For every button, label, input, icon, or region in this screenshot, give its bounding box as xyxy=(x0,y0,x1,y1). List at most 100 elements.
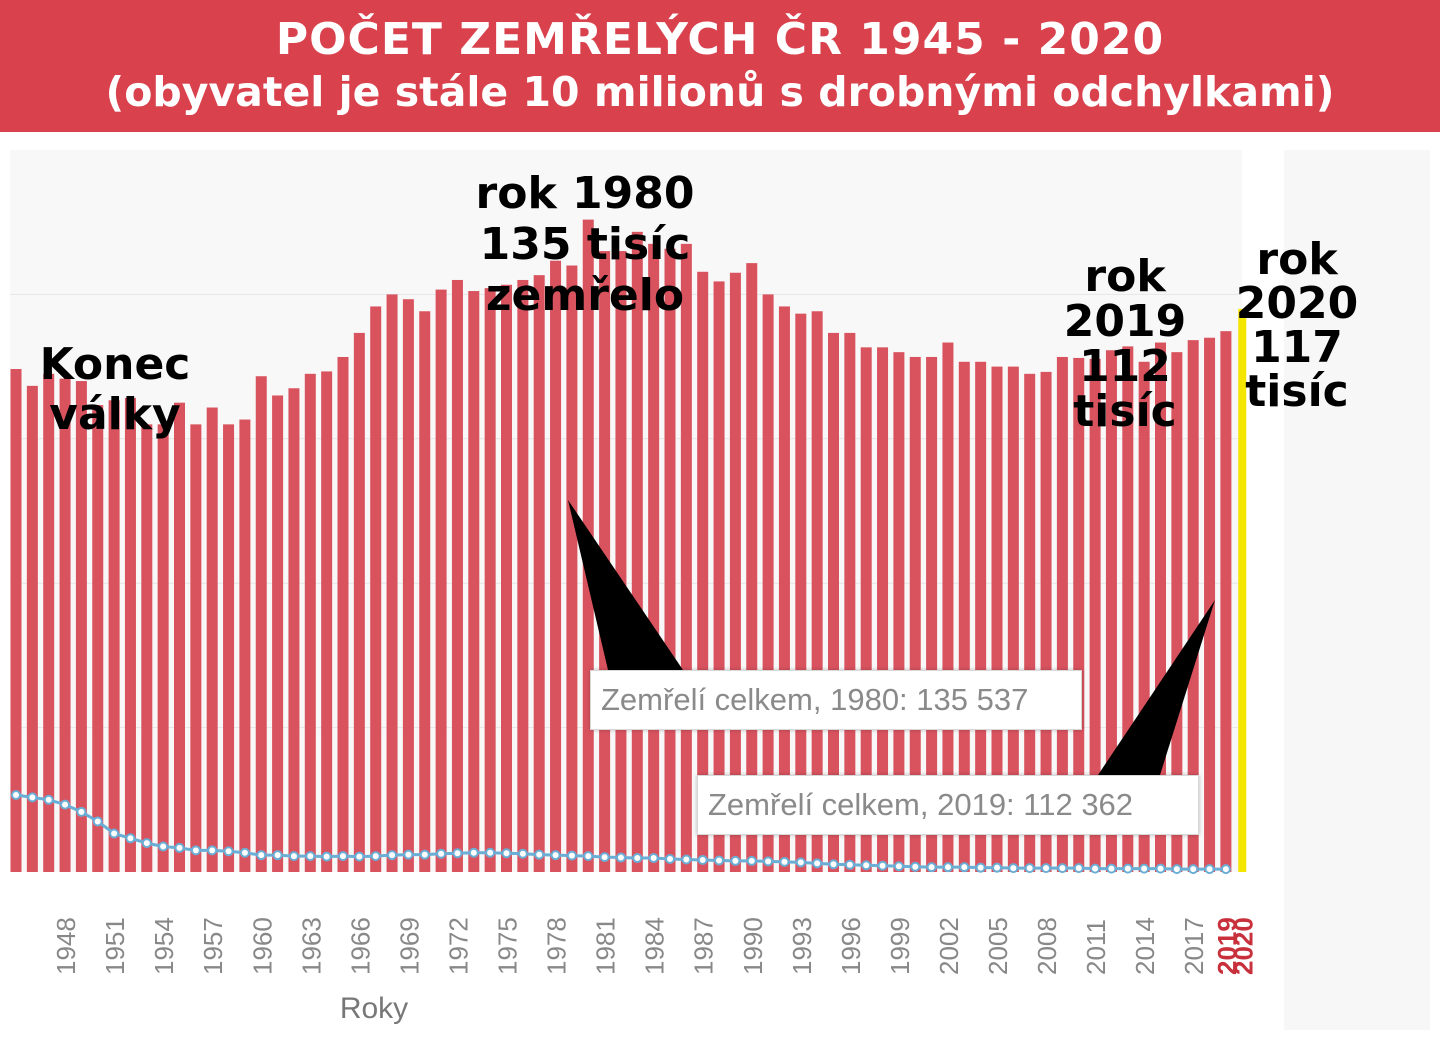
line-point xyxy=(1204,864,1215,875)
line-point xyxy=(861,860,872,871)
line-point xyxy=(632,853,643,864)
bar xyxy=(321,371,333,872)
x-tick-label: 2014 xyxy=(1130,917,1160,975)
line-point xyxy=(1008,863,1019,874)
x-tick-label: 1951 xyxy=(100,917,130,975)
line-point xyxy=(730,855,741,866)
bar xyxy=(370,306,382,872)
bar xyxy=(92,405,104,872)
line-point xyxy=(501,848,512,859)
line-point xyxy=(1155,863,1166,874)
annotation-line: 112 xyxy=(1079,341,1171,392)
tooltip-1980: Zemřelí celkem, 1980: 135 537 xyxy=(590,670,1082,730)
x-tick-label-highlight: 2020 xyxy=(1228,917,1258,975)
line-point xyxy=(272,850,283,861)
line-point xyxy=(223,846,234,857)
bar xyxy=(713,281,725,872)
line-point xyxy=(599,852,610,863)
bar xyxy=(762,294,774,872)
bar xyxy=(991,366,1003,872)
tooltip-2019: Zemřelí celkem, 2019: 112 362 xyxy=(697,775,1199,835)
bar xyxy=(550,260,562,872)
line-point xyxy=(812,858,823,869)
line-point xyxy=(975,862,986,873)
line-point xyxy=(27,792,38,803)
bar xyxy=(664,248,676,872)
pointer-2019 xyxy=(1098,600,1215,775)
line-point xyxy=(256,850,267,861)
bar xyxy=(26,385,38,872)
line-point xyxy=(387,850,398,861)
bar xyxy=(697,271,709,872)
x-tick-label: 1990 xyxy=(738,917,768,975)
bar xyxy=(909,356,921,872)
bar xyxy=(353,332,365,872)
x-tick-label: 1969 xyxy=(394,917,424,975)
line-point xyxy=(779,856,790,867)
line-point xyxy=(893,861,904,872)
bar xyxy=(1056,356,1068,872)
x-tick-label: 1993 xyxy=(787,917,817,975)
bar xyxy=(1171,352,1183,872)
line-point xyxy=(926,862,937,873)
bar xyxy=(468,291,480,873)
line-point xyxy=(288,851,299,862)
x-tick-label: 2011 xyxy=(1081,919,1111,975)
bar xyxy=(877,347,889,872)
line-point xyxy=(746,855,757,866)
line-point xyxy=(681,854,692,865)
bar xyxy=(272,395,284,872)
line-point xyxy=(1220,864,1231,875)
line-point xyxy=(1188,864,1199,875)
bar xyxy=(926,356,938,872)
line-point xyxy=(1106,863,1117,874)
bar xyxy=(304,373,316,872)
bar xyxy=(10,369,22,872)
annotation-line: války xyxy=(49,389,181,440)
bar xyxy=(860,347,872,872)
x-tick-label-highlight: 2019 xyxy=(1212,917,1242,975)
x-tick-label: 1963 xyxy=(296,917,326,975)
annotation-line: 2019 xyxy=(1063,296,1187,347)
line-point xyxy=(354,851,365,862)
x-tick-label: 1960 xyxy=(247,917,277,975)
line-point xyxy=(648,853,659,864)
line-point xyxy=(125,833,136,844)
line-point xyxy=(1041,863,1052,874)
line-point xyxy=(11,789,21,800)
bar xyxy=(108,400,120,872)
line-point xyxy=(158,841,169,852)
bar xyxy=(1204,337,1216,873)
pointer-1980 xyxy=(568,500,683,670)
bar xyxy=(1007,366,1019,872)
line-point xyxy=(485,847,496,858)
annotation-line: rok xyxy=(1084,251,1166,302)
title-banner: POČET ZEMŘELÝCH ČR 1945 - 2020 (obyvatel… xyxy=(0,0,1440,132)
bar xyxy=(566,265,578,872)
line-point xyxy=(583,851,594,862)
line-point xyxy=(239,847,250,858)
line-point xyxy=(419,849,430,860)
annotation-line: 117 xyxy=(1251,322,1343,373)
bar xyxy=(239,419,251,872)
line-point xyxy=(321,851,332,862)
bar xyxy=(828,332,839,872)
bar xyxy=(1155,342,1166,872)
line-point xyxy=(828,859,839,870)
bar xyxy=(75,381,87,872)
bar xyxy=(648,243,660,873)
line-point xyxy=(763,856,774,867)
line-point xyxy=(109,828,120,839)
bar xyxy=(1089,358,1101,872)
bar xyxy=(157,424,169,872)
bar xyxy=(746,263,758,872)
line-point xyxy=(877,860,888,871)
bar xyxy=(958,361,970,872)
bar xyxy=(419,311,431,872)
x-tick-label: 1999 xyxy=(885,917,915,975)
line-point xyxy=(665,854,675,865)
line-point xyxy=(615,852,626,863)
annotation-line: rok xyxy=(1256,234,1338,285)
bar xyxy=(288,388,300,872)
line-point xyxy=(1139,863,1150,874)
